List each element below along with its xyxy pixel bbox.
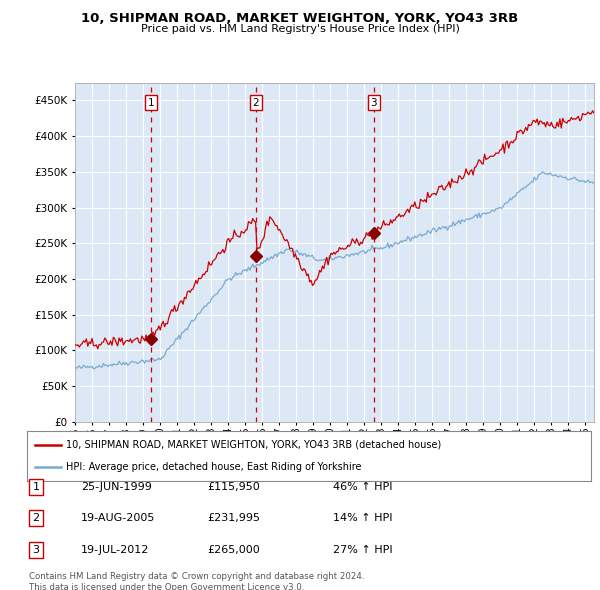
Text: HPI: Average price, detached house, East Riding of Yorkshire: HPI: Average price, detached house, East… [67, 462, 362, 472]
Text: £265,000: £265,000 [207, 545, 260, 555]
Text: 10, SHIPMAN ROAD, MARKET WEIGHTON, YORK, YO43 3RB (detached house): 10, SHIPMAN ROAD, MARKET WEIGHTON, YORK,… [67, 440, 442, 450]
Text: 1: 1 [32, 482, 40, 491]
Text: £231,995: £231,995 [207, 513, 260, 523]
Text: 19-AUG-2005: 19-AUG-2005 [81, 513, 155, 523]
Text: Price paid vs. HM Land Registry's House Price Index (HPI): Price paid vs. HM Land Registry's House … [140, 24, 460, 34]
Text: 27% ↑ HPI: 27% ↑ HPI [333, 545, 392, 555]
Text: 10, SHIPMAN ROAD, MARKET WEIGHTON, YORK, YO43 3RB: 10, SHIPMAN ROAD, MARKET WEIGHTON, YORK,… [82, 12, 518, 25]
Text: 3: 3 [370, 97, 377, 107]
Text: 46% ↑ HPI: 46% ↑ HPI [333, 482, 392, 491]
Text: Contains HM Land Registry data © Crown copyright and database right 2024.
This d: Contains HM Land Registry data © Crown c… [29, 572, 364, 590]
Text: 25-JUN-1999: 25-JUN-1999 [81, 482, 152, 491]
Text: 2: 2 [32, 513, 40, 523]
Text: 2: 2 [253, 97, 259, 107]
Text: 19-JUL-2012: 19-JUL-2012 [81, 545, 149, 555]
Text: 14% ↑ HPI: 14% ↑ HPI [333, 513, 392, 523]
Text: 3: 3 [32, 545, 40, 555]
Text: 1: 1 [148, 97, 155, 107]
Text: £115,950: £115,950 [207, 482, 260, 491]
